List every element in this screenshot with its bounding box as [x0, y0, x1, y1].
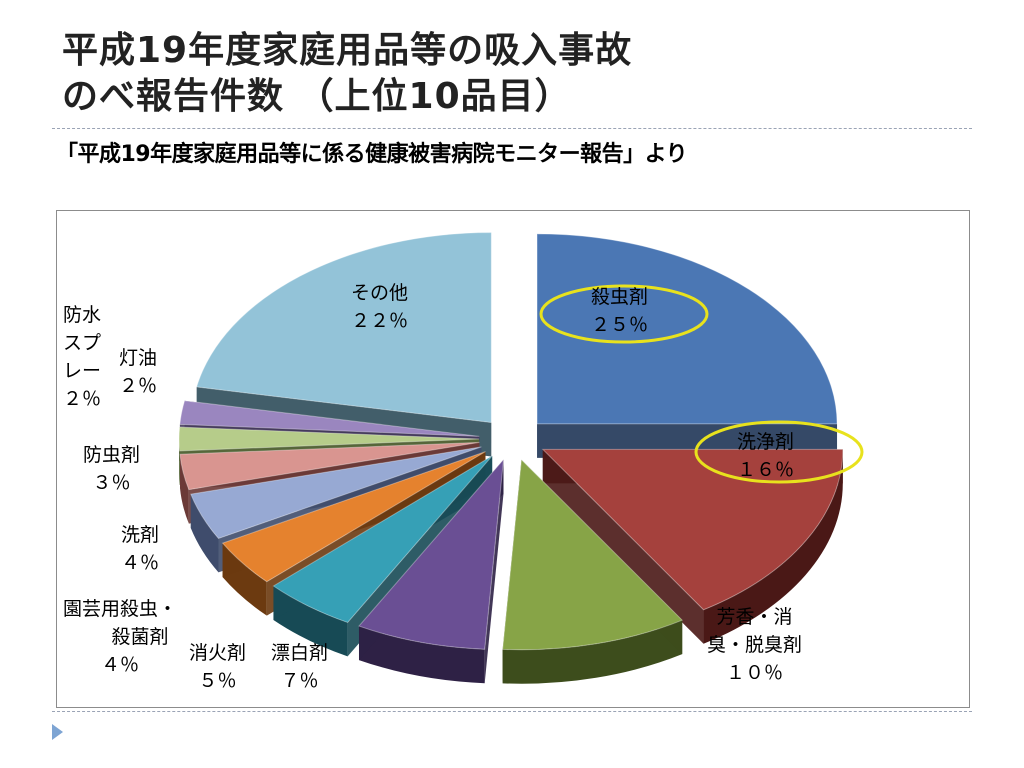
label-bosui-pct: ２％: [63, 388, 102, 410]
pie-chart: [178, 231, 864, 684]
pie-slice-10: [195, 231, 492, 424]
label-senzai: 洗剤 ４％: [121, 521, 159, 577]
label-hyohaku: 漂白剤 ７％: [271, 639, 328, 695]
nav-triangle-icon: [52, 724, 63, 740]
pie-slice-wall-3-0: [484, 459, 504, 684]
label-shoka-pct: ５％: [198, 670, 237, 692]
pie-slice-side-1: [703, 449, 843, 644]
label-hoko-name-1: 芳香・消: [716, 606, 793, 628]
label-senjozai-pct: １６％: [737, 459, 795, 481]
label-bochu-name: 防虫剤: [83, 444, 141, 466]
label-hoko-pct: １０％: [726, 662, 784, 684]
label-engei-name-2: 殺菌剤: [111, 626, 169, 648]
highlight-ring-senjozai: [694, 420, 864, 484]
label-toyu: 灯油 ２％: [119, 344, 157, 400]
pie-slice-0: [536, 233, 838, 425]
label-sonota-pct: ２２％: [351, 310, 409, 332]
pie-slice-8: [178, 426, 480, 452]
source-subtitle: 「平成19年度家庭用品等に係る健康被害病院モニター報告」より: [56, 142, 688, 167]
pie-slice-2: [502, 458, 684, 651]
label-shoka-name: 消火剤: [189, 642, 247, 664]
label-sonota-name: その他: [351, 282, 409, 304]
page-title: 平成19年度家庭用品等の吸入事故 のべ報告件数 （上位10品目）: [62, 28, 632, 120]
header-divider: [52, 128, 972, 129]
pie-slice-1: [541, 448, 844, 611]
pie-slice-4: [272, 455, 493, 624]
pie-chart-frame: 殺虫剤 ２５％ 洗浄剤 １６％ 芳香・消 臭・脱臭剤 １０％ 漂白剤 ７％ 消火…: [56, 210, 970, 708]
label-bochu: 防虫剤 ３％: [83, 441, 140, 497]
label-senzai-pct: ４％: [121, 552, 160, 574]
pie-slice-side-3: [358, 626, 485, 684]
pie-slice-9: [179, 400, 480, 437]
label-senzai-name: 洗剤: [121, 524, 160, 546]
label-satchuzai-pct: ２５％: [591, 314, 649, 336]
pie-slice-7: [179, 441, 480, 491]
label-bosui-name-3: レー: [63, 360, 102, 382]
highlight-ring-satchuzai: [539, 284, 709, 344]
label-hyohaku-name: 漂白剤: [271, 642, 329, 664]
label-senjozai-name: 洗浄剤: [737, 431, 795, 453]
pie-slice-5: [221, 451, 486, 583]
pie-slice-3: [358, 458, 505, 650]
label-hyohaku-pct: ７％: [280, 670, 319, 692]
label-senjozai: 洗浄剤 １６％: [737, 428, 794, 484]
label-sonota: その他 ２２％: [351, 279, 408, 335]
label-hoko-name-2: 臭・脱臭剤: [707, 634, 803, 656]
label-engei-pct: ４％: [101, 654, 140, 676]
title-line-2: のべ報告件数 （上位10品目）: [62, 76, 572, 117]
label-engei-name-1: 園芸用殺虫・: [63, 598, 178, 620]
pie-slice-side-2: [502, 620, 683, 684]
label-engei: 園芸用殺虫・ 殺菌剤 ４％: [63, 595, 177, 679]
label-bosui-name-2: スプ: [63, 332, 102, 354]
label-hoko: 芳香・消 臭・脱臭剤 １０％: [707, 603, 802, 687]
pie-slice-6: [190, 446, 482, 540]
label-shoka: 消火剤 ５％: [189, 639, 246, 695]
label-bosui-name-1: 防水: [63, 304, 102, 326]
footer-divider: [52, 711, 972, 712]
label-satchuzai: 殺虫剤 ２５％: [591, 283, 648, 339]
title-line-1: 平成19年度家庭用品等の吸入事故: [62, 30, 633, 71]
label-bochu-pct: ３％: [92, 472, 131, 494]
pie-slice-side-8: [179, 439, 180, 485]
label-toyu-name: 灯油: [119, 347, 158, 369]
label-toyu-pct: ２％: [119, 375, 158, 397]
label-bosui: 防水 スプ レー ２％: [63, 301, 101, 413]
label-satchuzai-name: 殺虫剤: [591, 286, 649, 308]
pie-slice-wall-1-1: [542, 449, 704, 644]
